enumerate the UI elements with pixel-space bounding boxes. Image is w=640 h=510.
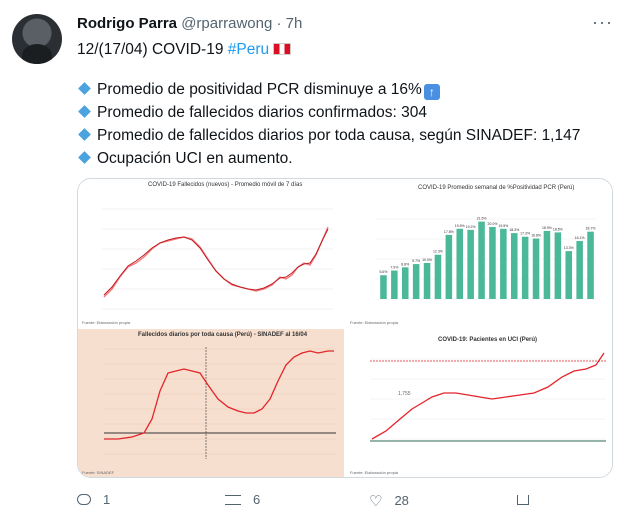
bullet-text: Promedio de fallecidos diarios confirmad… — [97, 104, 427, 121]
positivity-bar-label: 16.8% — [531, 234, 541, 238]
positivity-bar-label: 6.6% — [379, 270, 387, 274]
positivity-bar-label: 12.3% — [433, 250, 443, 254]
positivity-bar-label: 18.9% — [542, 226, 552, 230]
bullet-text: Promedio de positividad PCR disminuye a … — [97, 81, 422, 98]
positivity-bar — [521, 236, 529, 299]
peru-flag-icon — [273, 43, 292, 55]
reply-icon — [77, 494, 91, 505]
positivity-bar — [401, 267, 409, 299]
chart-deaths-7day[interactable]: COVID-19 Fallecidos (nuevos) - Promedio … — [78, 179, 344, 327]
tweet-line-1: 12/(17/04) COVID-19 #Peru — [77, 40, 292, 60]
positivity-bar — [565, 251, 573, 299]
retweet-button[interactable]: 6 — [225, 492, 260, 507]
media-grid[interactable]: COVID-19 Fallecidos (nuevos) - Promedio … — [77, 178, 613, 478]
bullet-text: Ocupación UCI en aumento. — [97, 150, 293, 167]
positivity-bar — [391, 270, 398, 299]
panel3-plot — [104, 347, 336, 459]
chart-positivity-pcr[interactable]: COVID-19 Promedio semanal de %Positivida… — [346, 179, 612, 327]
bullet-text: Promedio de fallecidos diarios por toda … — [97, 127, 581, 144]
positivity-bar-label: 7.9% — [390, 266, 398, 270]
author-name[interactable]: Rodrigo Parra — [77, 15, 178, 32]
panel2-plot: 6.6%7.9%8.8%9.7% 10.0%12.3%17.8%19.5% 19.2… — [376, 217, 596, 300]
more-icon[interactable]: ··· — [592, 12, 613, 32]
like-count: 28 — [394, 493, 409, 508]
share-button[interactable] — [517, 492, 529, 507]
positivity-bar — [532, 238, 540, 299]
positivity-bar-label: 21.5% — [477, 217, 487, 221]
panel1-title: COVID-19 Fallecidos (nuevos) - Promedio … — [148, 182, 303, 188]
diamond-icon — [78, 105, 91, 118]
positivity-bar — [489, 227, 496, 299]
positivity-bar — [554, 232, 562, 299]
diamond-icon — [78, 151, 91, 164]
positivity-bar — [478, 221, 485, 299]
positivity-bar-label: 20.0% — [487, 222, 497, 226]
heart-icon: ♡ — [369, 493, 383, 510]
positivity-bar — [576, 241, 583, 299]
retweet-icon — [225, 495, 241, 505]
positivity-bar — [587, 231, 594, 299]
positivity-bar — [543, 230, 551, 299]
positivity-bar-label: 9.7% — [412, 259, 420, 263]
diamond-icon — [78, 82, 91, 95]
positivity-bar-label: 10.0% — [422, 258, 432, 262]
bullet-3: Promedio de fallecidos diarios por toda … — [77, 126, 580, 146]
reply-count: 1 — [103, 492, 111, 507]
panel1-plot — [102, 208, 333, 310]
positivity-bar — [510, 233, 518, 299]
author-handle[interactable]: @rparrawong — [181, 15, 273, 32]
hashtag-link[interactable]: #Peru — [227, 41, 270, 58]
tweet-header: Rodrigo Parra @rparrawong · 7h — [77, 14, 302, 34]
tweet-time[interactable]: 7h — [285, 15, 303, 32]
positivity-bar-label: 19.5% — [498, 224, 508, 228]
tweet-prefix: 12/(17/04) COVID-19 — [77, 41, 228, 58]
positivity-bar — [423, 263, 431, 299]
diamond-icon — [78, 128, 91, 141]
positivity-bar-label: 13.3% — [564, 246, 574, 250]
positivity-bar — [380, 275, 387, 299]
positivity-bar — [445, 234, 453, 299]
tweet-actions: 1 6 ♡ 28 — [77, 492, 597, 510]
bullet-4: Ocupación UCI en aumento. — [77, 149, 293, 169]
positivity-bar-label: 17.3% — [520, 232, 530, 236]
panel4-title: COVID-19: Pacientes en UCI (Perú) — [438, 337, 538, 343]
positivity-bar-label: 18.5% — [553, 227, 563, 231]
positivity-bar-label: 18.3% — [509, 228, 519, 232]
positivity-bar-label: 19.5% — [455, 224, 465, 228]
positivity-bar-label: 19.2% — [466, 225, 476, 229]
positivity-bar — [434, 254, 442, 299]
panel4-plot — [370, 352, 606, 442]
header-separator: · — [276, 15, 282, 32]
bullet-1: Promedio de positividad PCR disminuye a … — [77, 80, 440, 100]
positivity-bar-label: 16.1% — [575, 236, 585, 240]
media-divider-horizontal — [78, 327, 612, 329]
up-arrow-icon: ↑ — [423, 84, 440, 100]
panel3-title: Fallecidos diarios por toda causa (Perú)… — [138, 332, 308, 338]
positivity-bar-label: 8.8% — [401, 262, 409, 266]
retweet-count: 6 — [253, 492, 261, 507]
positivity-bar — [412, 264, 420, 299]
positivity-bar-label: 18.7% — [586, 227, 596, 231]
share-icon — [517, 495, 529, 505]
reply-button[interactable]: 1 — [77, 492, 110, 507]
positivity-bar — [456, 228, 464, 299]
bullet-2: Promedio de fallecidos diarios confirmad… — [77, 103, 427, 123]
positivity-bar — [500, 228, 507, 299]
avatar[interactable] — [12, 14, 62, 64]
like-button[interactable]: ♡ 28 — [369, 492, 409, 510]
positivity-bar — [467, 229, 474, 299]
panel2-title: COVID-19 Promedio semanal de %Positivida… — [418, 185, 575, 191]
panel4-annotation: 1,755 — [398, 391, 411, 397]
chart-sinadef[interactable]: Fallecidos diarios por toda causa (Perú)… — [78, 329, 344, 477]
chart-uci[interactable]: COVID-19: Pacientes en UCI (Perú) 1,755 … — [346, 329, 612, 477]
positivity-bar-label: 17.8% — [444, 230, 454, 234]
